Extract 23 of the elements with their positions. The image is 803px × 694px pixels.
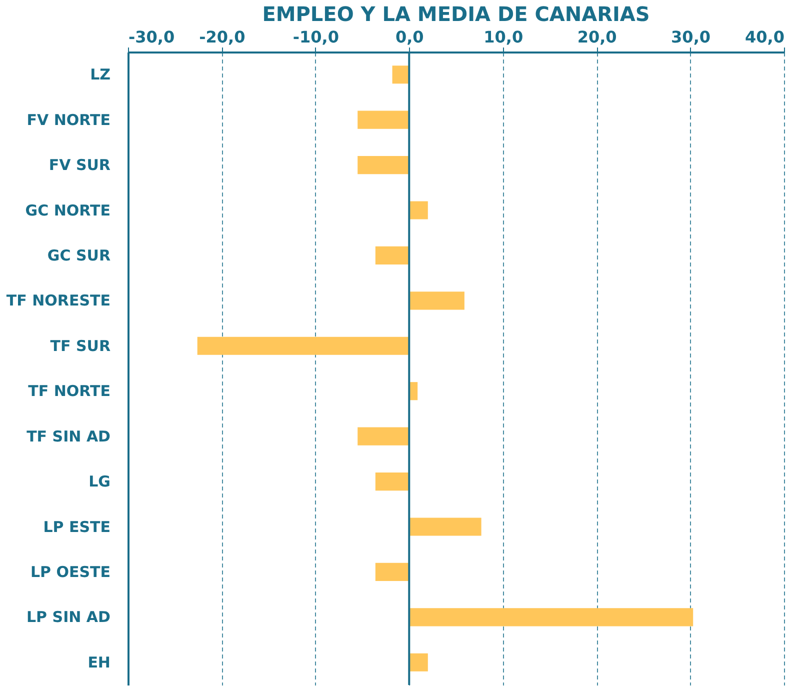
y-tick-label: FV SUR — [48, 156, 111, 174]
x-tick-label: -20,0 — [199, 28, 246, 46]
x-tick-label: 10,0 — [484, 28, 524, 46]
y-tick-label: TF SIN AD — [26, 427, 110, 446]
chart-title: EMPLEO Y LA MEDIA DE CANARIAS — [262, 2, 650, 26]
x-tick-label: 0,0 — [395, 28, 424, 46]
x-tick-label: 30,0 — [671, 28, 711, 46]
y-tick-label: EH — [88, 653, 110, 672]
y-tick-label: LP ESTE — [43, 518, 110, 536]
y-tick-label: FV NORTE — [26, 110, 110, 129]
y-tick-label: TF NORTE — [28, 382, 110, 400]
y-tick-label: LG — [88, 472, 110, 491]
x-tick-label: 40,0 — [745, 28, 784, 46]
y-tick-label: GC NORTE — [25, 201, 110, 220]
y-tick-label: GC SUR — [47, 246, 111, 264]
x-tick-label: -10,0 — [292, 28, 339, 46]
x-tick-label: -30,0 — [128, 28, 175, 46]
y-tick-label: LP SIN AD — [26, 608, 110, 626]
y-tick-label: TF SUR — [50, 336, 111, 355]
x-tick-label: 20,0 — [577, 28, 617, 46]
y-tick-label: LZ — [90, 66, 111, 84]
y-tick-label: TF NORESTE — [6, 292, 110, 310]
y-tick-label: LP OESTE — [30, 562, 110, 581]
